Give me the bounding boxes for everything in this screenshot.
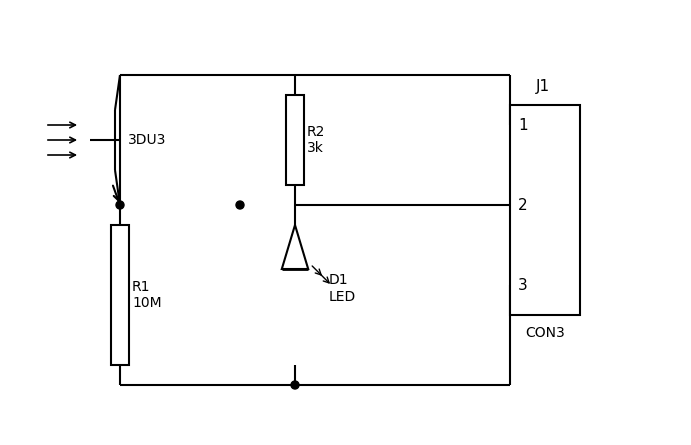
Text: 3k: 3k [307,141,324,155]
Text: 10M: 10M [132,296,162,310]
Polygon shape [282,225,308,269]
Text: 3: 3 [518,278,528,292]
Circle shape [116,201,124,209]
Text: R2: R2 [307,125,325,139]
Text: J1: J1 [536,80,550,94]
Circle shape [236,201,244,209]
Text: 2: 2 [518,198,528,213]
Text: D1: D1 [328,273,348,287]
Text: R1: R1 [132,280,151,294]
Text: CON3: CON3 [525,326,565,340]
Text: 1: 1 [518,117,528,133]
Circle shape [291,381,299,389]
Bar [286,95,304,185]
Text: 3DU3: 3DU3 [128,133,167,147]
Bar [111,225,129,365]
Text: LED: LED [328,290,355,304]
Bar [510,105,580,315]
